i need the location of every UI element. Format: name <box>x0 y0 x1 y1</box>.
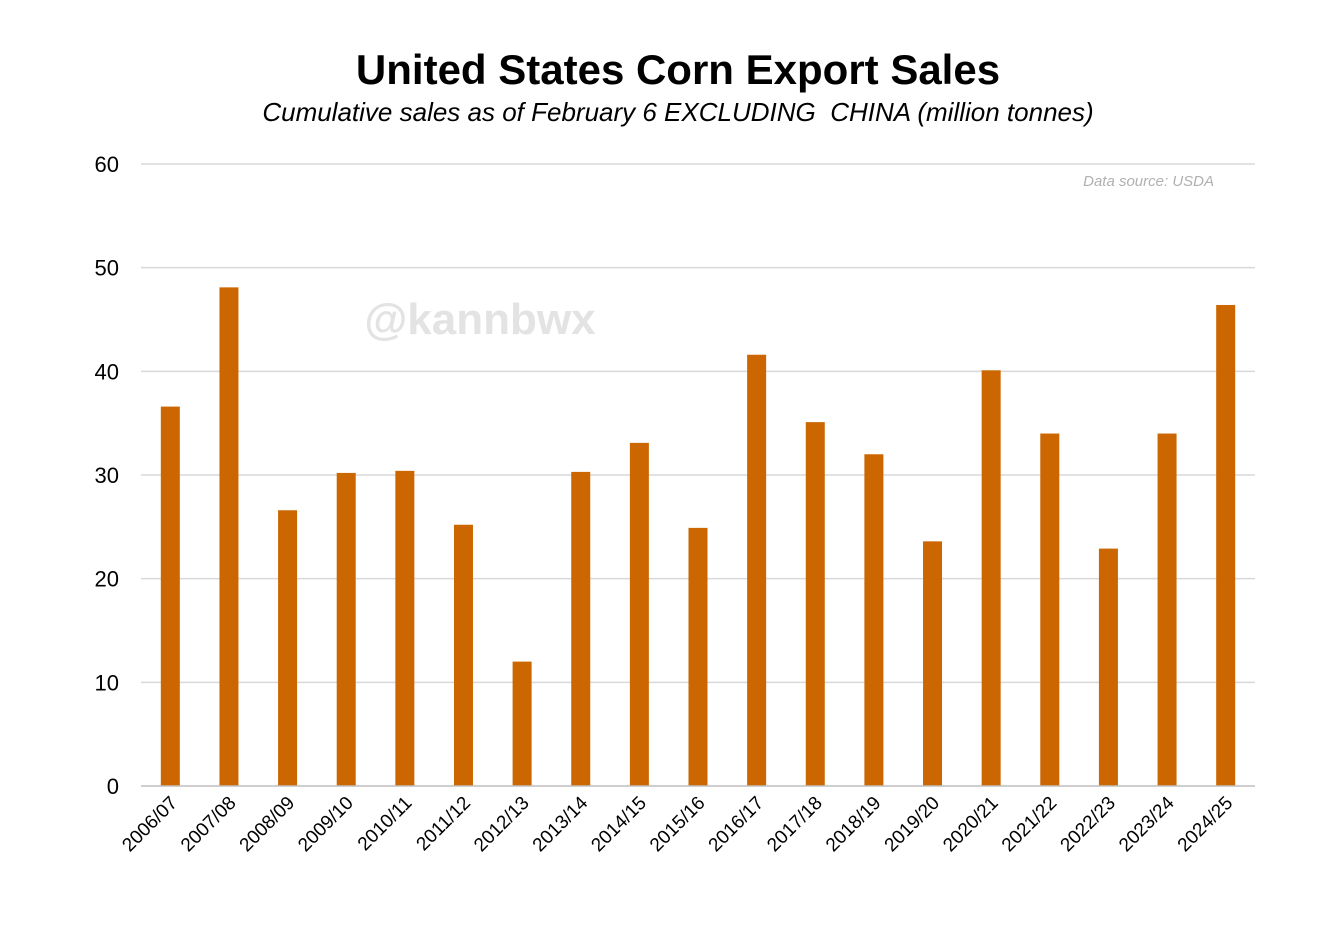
x-tick-label: 2015/16 <box>646 793 709 856</box>
y-tick-label: 0 <box>107 774 119 799</box>
bar-2013-14 <box>571 471 591 786</box>
bar-2009-10 <box>336 472 356 786</box>
y-tick-label: 10 <box>95 670 119 695</box>
x-tick-label: 2021/22 <box>998 793 1061 856</box>
x-tick-label: 2010/11 <box>354 793 416 855</box>
x-tick-label: 2006/07 <box>118 793 181 856</box>
y-tick-label: 20 <box>95 567 119 592</box>
bar-2021-22 <box>1040 433 1060 786</box>
y-tick-label: 50 <box>95 256 119 281</box>
x-tick-label: 2024/25 <box>1174 793 1237 856</box>
x-tick-label: 2017/18 <box>763 793 826 856</box>
bar-2008-09 <box>278 510 298 786</box>
bar-2023-24 <box>1157 433 1177 786</box>
x-tick-label: 2011/12 <box>413 793 475 855</box>
x-tick-label: 2008/09 <box>236 793 299 856</box>
x-tick-label: 2013/14 <box>529 792 593 856</box>
x-tick-label: 2018/19 <box>822 793 885 856</box>
bars <box>160 287 1236 786</box>
bar-2015-16 <box>688 527 708 786</box>
bar-2019-20 <box>923 541 943 786</box>
x-tick-label: 2023/24 <box>1115 792 1179 856</box>
bar-2018-19 <box>864 454 884 786</box>
chart-subtitle: Cumulative sales as of February 6 EXCLUD… <box>262 97 1093 127</box>
bar-2006-07 <box>160 406 180 786</box>
x-tick-label: 2019/20 <box>881 793 944 856</box>
bar-2020-21 <box>981 370 1001 786</box>
y-tick-label: 60 <box>95 152 119 177</box>
watermark: @kannbwx <box>364 295 596 344</box>
x-tick-label: 2022/23 <box>1057 793 1120 856</box>
bar-2016-17 <box>747 354 767 786</box>
x-tick-label: 2012/13 <box>470 793 533 856</box>
bar-2011-12 <box>453 524 473 786</box>
bar-2007-08 <box>219 287 239 786</box>
data-source-note: Data source: USDA <box>1083 173 1214 190</box>
y-tick-label: 40 <box>95 359 119 384</box>
x-tick-label: 2020/21 <box>939 793 1002 856</box>
chart-title: United States Corn Export Sales <box>356 46 1000 93</box>
gridlines <box>141 163 1255 684</box>
x-axis-ticks: 2006/072007/082008/092009/102010/112011/… <box>118 792 1237 856</box>
bar-2024-25 <box>1216 304 1236 786</box>
bar-2014-15 <box>629 442 649 786</box>
y-tick-label: 30 <box>95 463 119 488</box>
bar-2017-18 <box>805 422 825 786</box>
x-tick-label: 2014/15 <box>587 793 650 856</box>
x-tick-label: 2009/10 <box>294 793 357 856</box>
y-axis-ticks: 0 10 20 30 40 50 60 <box>95 152 119 799</box>
x-tick-label: 2007/08 <box>177 793 240 856</box>
bar-2010-11 <box>395 470 415 786</box>
bar-2012-13 <box>512 661 532 786</box>
x-tick-label: 2016/17 <box>705 793 768 856</box>
bar-2022-23 <box>1098 548 1118 786</box>
